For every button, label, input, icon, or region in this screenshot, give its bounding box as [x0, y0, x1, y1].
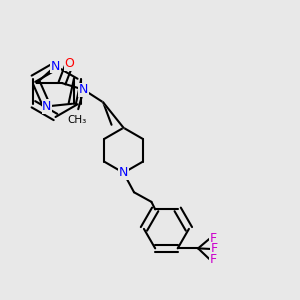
Text: F: F — [209, 253, 217, 266]
Text: F: F — [209, 232, 217, 245]
Text: N: N — [42, 100, 52, 113]
Text: F: F — [211, 242, 218, 256]
Text: CH₃: CH₃ — [67, 115, 86, 124]
Text: N: N — [119, 166, 128, 179]
Text: N: N — [51, 59, 60, 73]
Text: O: O — [64, 57, 74, 70]
Text: N: N — [79, 83, 88, 96]
